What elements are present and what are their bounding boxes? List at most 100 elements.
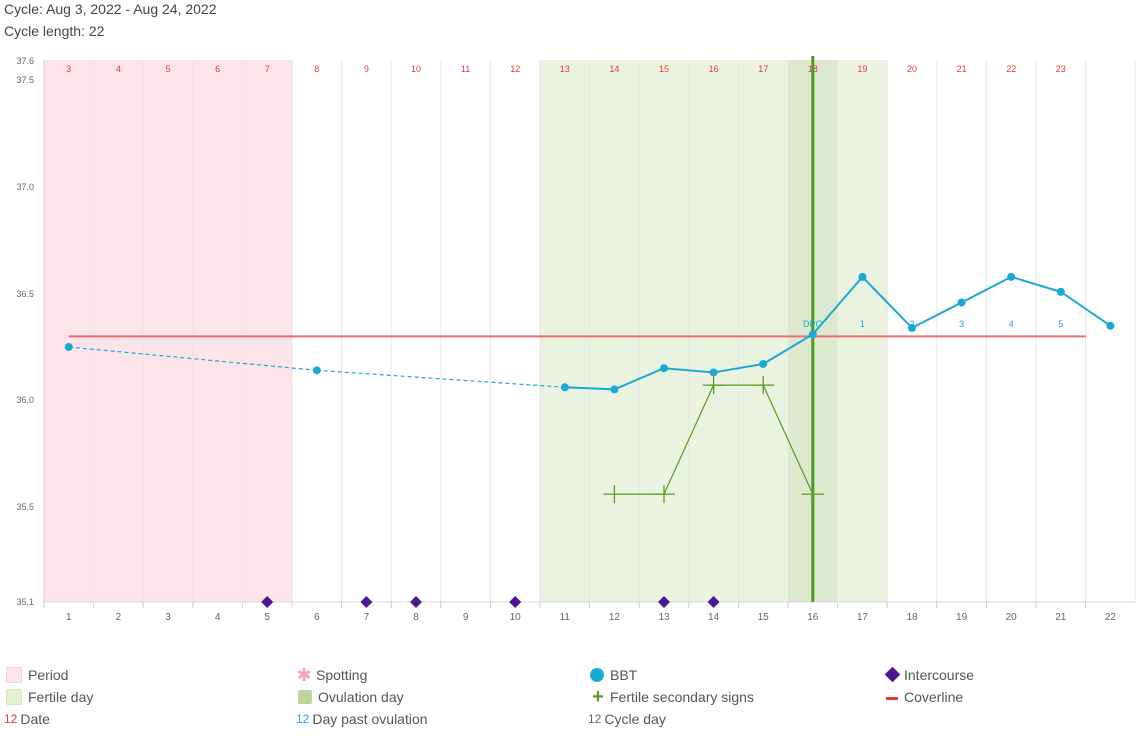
bbt-segment bbox=[713, 362, 764, 374]
y-tick-label: 36.5 bbox=[16, 289, 34, 299]
cycle-day-label: 9 bbox=[463, 612, 469, 623]
bbt-segment bbox=[812, 276, 864, 335]
cycle-day-label: 8 bbox=[413, 612, 419, 623]
dpo-label: DPO bbox=[803, 319, 823, 329]
cycle-day-sample-number: 12 bbox=[588, 712, 602, 726]
date-label: 8 bbox=[314, 64, 319, 74]
date-label: 9 bbox=[364, 64, 369, 74]
date-label: 12 bbox=[510, 64, 520, 74]
date-label: 6 bbox=[215, 64, 220, 74]
legend-bbt: BBT bbox=[590, 665, 637, 685]
period-band bbox=[143, 60, 193, 602]
date-label: 3 bbox=[66, 64, 71, 74]
cycle-day-label: 4 bbox=[215, 612, 221, 623]
bbt-segment bbox=[762, 333, 814, 365]
legend-intercourse-label: Intercourse bbox=[904, 667, 975, 683]
coverline-dash-icon bbox=[884, 689, 900, 705]
bbt-point bbox=[1007, 272, 1016, 281]
cycle-day-label: 11 bbox=[560, 612, 571, 623]
intercourse-marker bbox=[658, 596, 670, 608]
cycle-day-label: 12 bbox=[609, 612, 621, 623]
date-label: 14 bbox=[609, 64, 619, 74]
y-tick-label: 35.5 bbox=[16, 502, 34, 512]
dpo-sample-number: 12 bbox=[296, 712, 310, 726]
cycle-day-label: 16 bbox=[807, 612, 819, 623]
cycle-chart: 1 2 3 4 5 6 7 8 9 10 11 12 13 14 15 16 17 18 19 20 21 223 4 5 6 7… bbox=[16, 56, 1136, 623]
legend-fertile-day-label: Fertile day bbox=[28, 689, 94, 705]
legend-coverline-label: Coverline bbox=[904, 689, 964, 705]
period-band bbox=[242, 60, 292, 602]
dpo-label: 4 bbox=[1009, 319, 1014, 329]
legend-period: Period bbox=[6, 665, 68, 685]
date-label: 21 bbox=[957, 64, 967, 74]
intercourse-marker bbox=[707, 596, 720, 608]
date-label: 22 bbox=[1006, 64, 1016, 74]
bbt-point bbox=[1056, 287, 1065, 296]
plus-icon: + bbox=[592, 685, 604, 708]
legend-spotting-label: Spotting bbox=[316, 667, 368, 683]
bbt-segment bbox=[961, 275, 1012, 304]
legend-coverline: Coverline bbox=[884, 687, 963, 707]
bbt-point bbox=[560, 383, 569, 392]
bbt-point bbox=[660, 364, 668, 373]
fertile-band bbox=[688, 60, 739, 602]
intercourse-marker bbox=[360, 596, 373, 608]
legend-intercourse: Intercourse bbox=[884, 665, 974, 685]
cycle-day-label: 7 bbox=[364, 612, 370, 623]
cycle-day-label: 18 bbox=[906, 612, 918, 623]
bbt-segment bbox=[861, 276, 913, 329]
legend-ovulation-day-label: Ovulation day bbox=[318, 689, 404, 705]
cycle-day-label: 20 bbox=[1006, 612, 1018, 623]
cycle-day-label: 22 bbox=[1105, 612, 1117, 623]
date-label: 19 bbox=[857, 64, 867, 74]
fertile-band bbox=[738, 60, 788, 602]
dpo-label: 3 bbox=[959, 319, 964, 329]
date-label: 7 bbox=[265, 64, 270, 74]
bbt-point bbox=[908, 323, 916, 332]
cycle-length: Cycle length: 22 bbox=[4, 23, 105, 39]
cycle-day-label: 6 bbox=[314, 612, 320, 623]
cycle-day-label: 14 bbox=[708, 612, 720, 623]
date-label: 16 bbox=[709, 64, 719, 74]
legend-cycle-day-label: Cycle day bbox=[604, 711, 666, 727]
cycle-day-label: 1 bbox=[66, 612, 72, 623]
legend-cycle-day: 12 Cycle day bbox=[588, 709, 666, 729]
legend-ovulation-day: Ovulation day bbox=[298, 687, 404, 707]
cycle-day-label: 17 bbox=[857, 612, 869, 623]
y-tick-label: 37.0 bbox=[16, 182, 34, 192]
date-label: 17 bbox=[758, 64, 768, 74]
bbt-point bbox=[759, 359, 768, 368]
date-label: 20 bbox=[907, 64, 917, 74]
fertile-band bbox=[540, 60, 590, 602]
y-tick-label: 36.0 bbox=[16, 395, 34, 405]
fertile-swatch-icon bbox=[6, 689, 22, 705]
bbt-segment bbox=[663, 367, 714, 374]
period-band bbox=[44, 60, 94, 602]
bbt-point bbox=[858, 272, 867, 281]
y-tick-label: 37.6 bbox=[16, 56, 34, 66]
date-sample-number: 12 bbox=[4, 712, 18, 726]
date-label: 4 bbox=[116, 64, 121, 74]
bbt-point bbox=[808, 330, 817, 339]
bbt-point bbox=[64, 343, 73, 351]
period-band bbox=[192, 60, 243, 602]
bbt-point bbox=[709, 368, 718, 377]
date-label: 15 bbox=[659, 64, 669, 74]
bbt-point bbox=[957, 298, 966, 307]
intercourse-marker bbox=[261, 596, 274, 608]
cycle-day-label: 10 bbox=[510, 612, 522, 623]
bbt-point bbox=[1106, 321, 1115, 330]
fertile-band bbox=[639, 60, 689, 602]
dpo-label: 1 bbox=[860, 319, 865, 329]
cycle-day-label: 2 bbox=[116, 612, 122, 623]
date-label: 10 bbox=[411, 64, 421, 74]
legend-spotting: ✱ Spotting bbox=[296, 665, 367, 685]
cycle-day-label: 13 bbox=[658, 612, 670, 623]
legend-dpo-label: Day past ovulation bbox=[312, 711, 428, 727]
cycle-day-label: 5 bbox=[264, 612, 270, 623]
bbt-point bbox=[312, 366, 321, 375]
dpo-label: 2 bbox=[909, 319, 914, 329]
legend-period-label: Period bbox=[28, 667, 69, 683]
ovulation-swatch-icon bbox=[298, 690, 312, 704]
fertile-band bbox=[589, 60, 640, 602]
